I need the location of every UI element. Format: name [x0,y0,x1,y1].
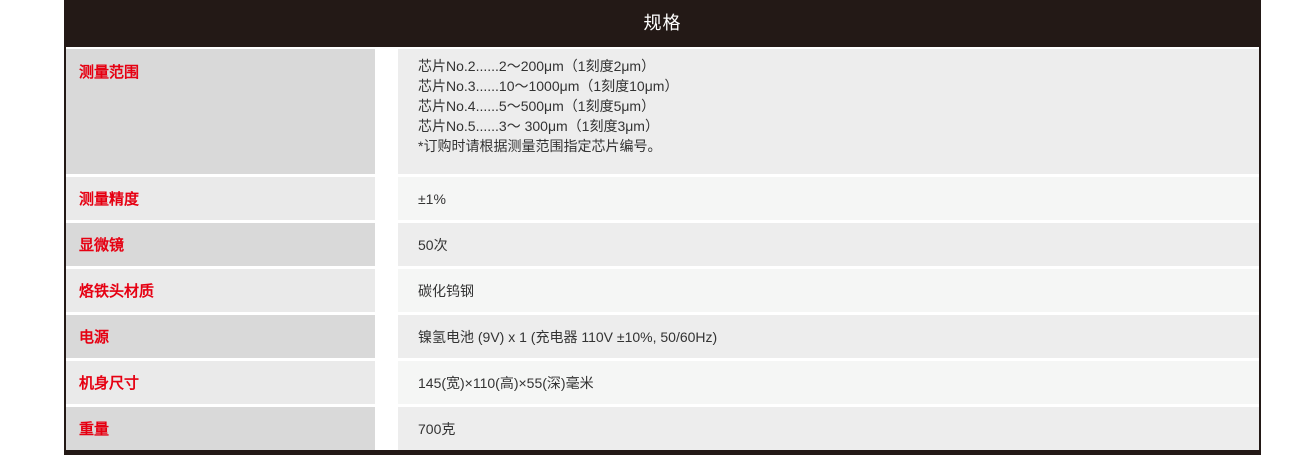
row-value: 碳化钨钢 [398,269,1259,312]
row-value: 芯片No.2......2～200μm（1刻度2μm） 芯片No.3......… [398,49,1259,174]
row-label: 重量 [66,407,375,450]
row-value: 145(宽)×110(高)×55(深)毫米 [398,361,1259,404]
table-row: 测量范围 芯片No.2......2～200μm（1刻度2μm） 芯片No.3.… [66,49,1259,174]
row-value: ±1% [398,177,1259,220]
row-value: 700克 [398,407,1259,450]
row-label: 电源 [66,315,375,358]
value-line: 芯片No.2......2～200μm（1刻度2μm） [418,58,656,74]
row-label: 烙铁头材质 [66,269,375,312]
table-row: 显微镜 50次 [66,223,1259,266]
row-label: 机身尺寸 [66,361,375,404]
row-value: 50次 [398,223,1259,266]
table-row: 烙铁头材质 碳化钨钢 [66,269,1259,312]
row-value: 镍氢电池 (9V) x 1 (充电器 110V ±10%, 50/60Hz) [398,315,1259,358]
spec-table: 规格 测量范围 芯片No.2......2～200μm（1刻度2μm） 芯片No… [64,0,1261,455]
table-row: 电源 镍氢电池 (9V) x 1 (充电器 110V ±10%, 50/60Hz… [66,315,1259,358]
value-line: 芯片No.4......5～500μm（1刻度5μm） [418,98,656,114]
row-label: 显微镜 [66,223,375,266]
table-row: 重量 700克 [66,407,1259,450]
row-label: 测量范围 [66,49,375,174]
table-row: 测量精度 ±1% [66,177,1259,220]
table-row: 机身尺寸 145(宽)×110(高)×55(深)毫米 [66,361,1259,404]
row-label: 测量精度 [66,177,375,220]
value-line: 芯片No.3......10～1000μm（1刻度10μm） [418,78,679,94]
spec-rows: 测量范围 芯片No.2......2～200μm（1刻度2μm） 芯片No.3.… [66,47,1259,450]
value-line: *订购时请根据测量范围指定芯片编号。 [418,138,662,154]
value-line: 芯片No.5......3～ 300μm（1刻度3μm） [418,118,659,134]
table-title: 规格 [64,0,1261,47]
